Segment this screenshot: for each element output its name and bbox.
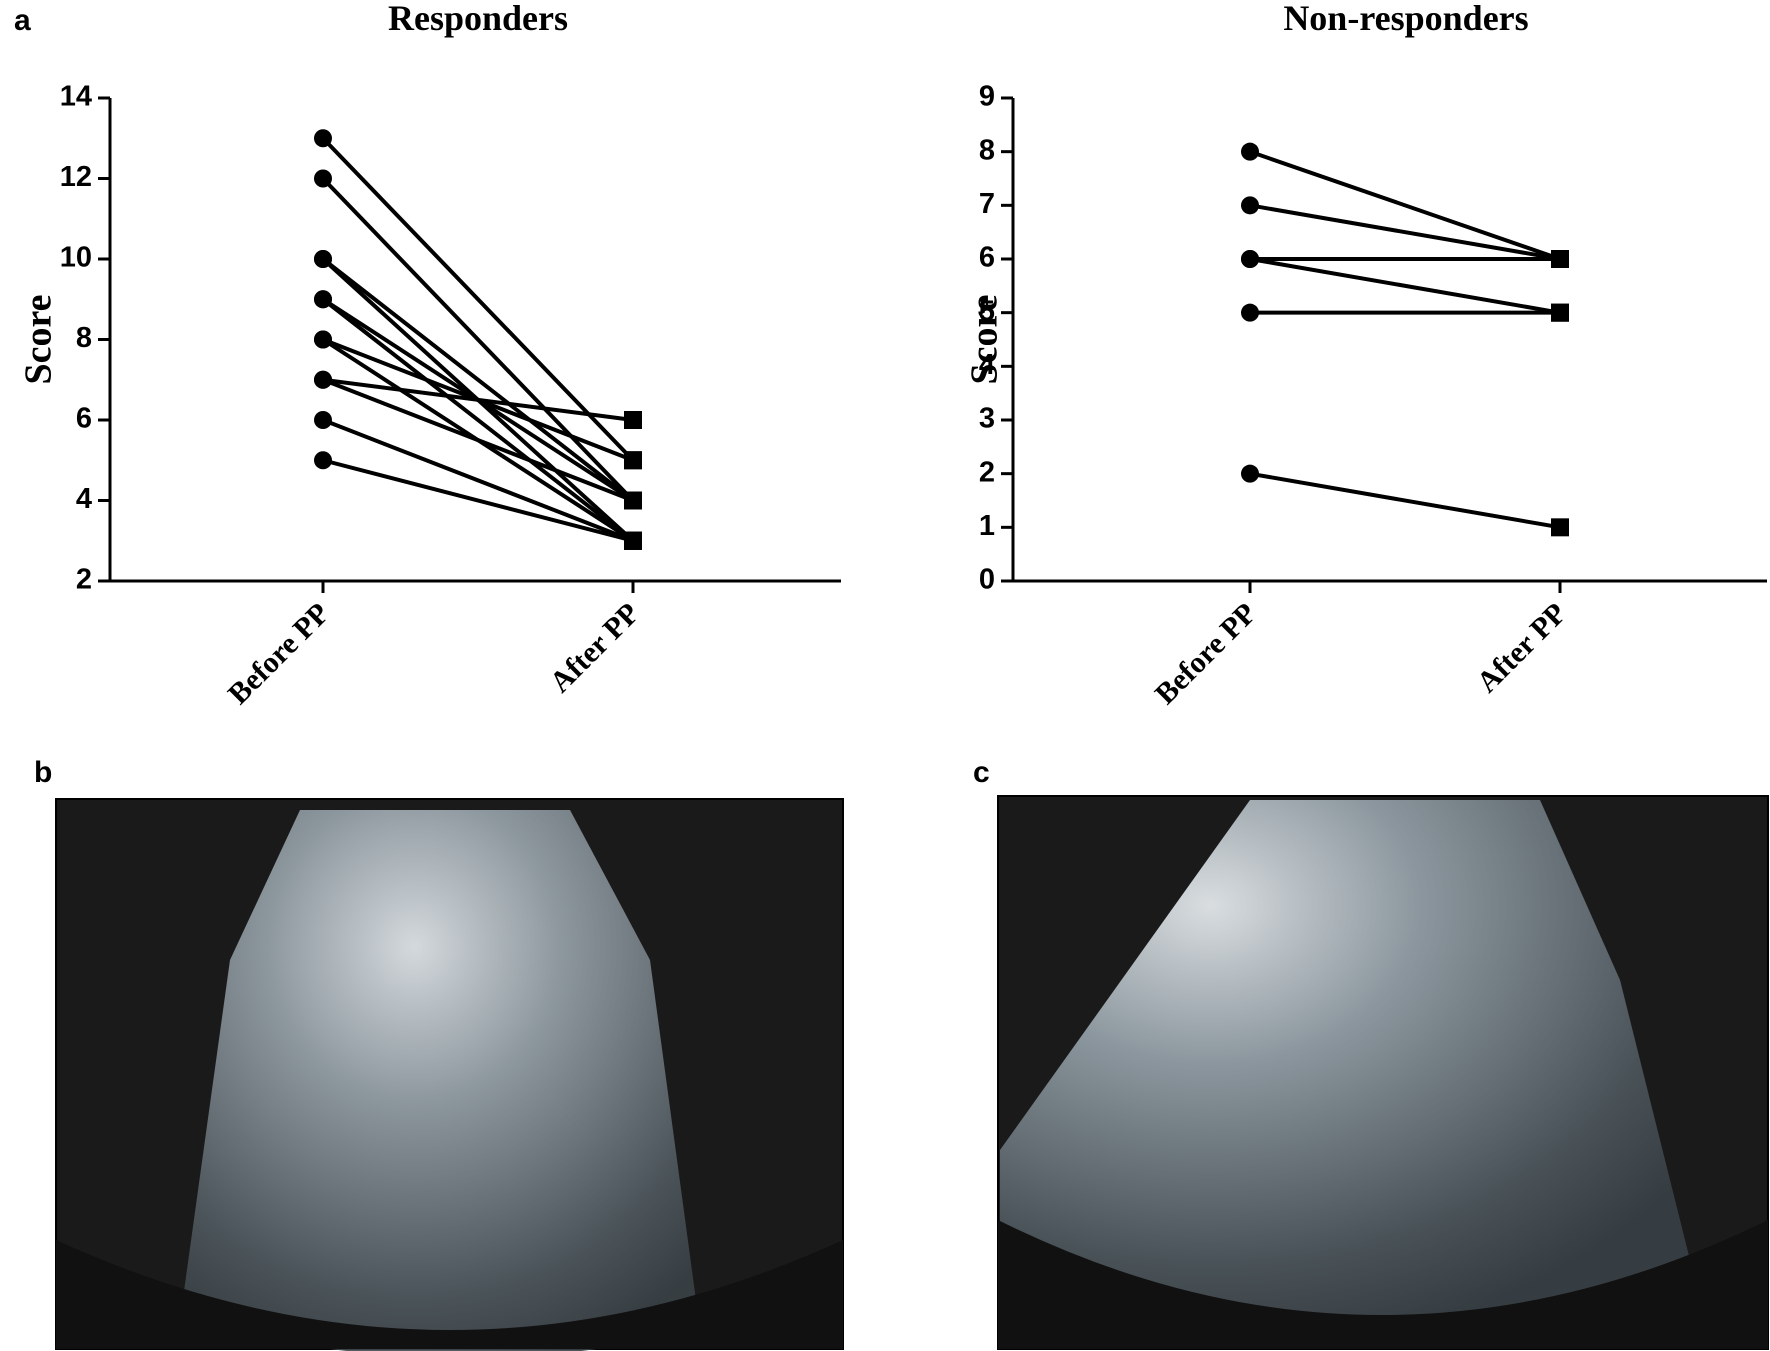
y-tick-label: 3 (979, 403, 995, 435)
ultrasound-image-c (997, 795, 1769, 1350)
point (624, 491, 642, 510)
point (624, 531, 642, 550)
y-tick-label: 8 (979, 134, 995, 166)
y-tick-label: 9 (979, 81, 995, 113)
y-tick-label: 7 (979, 188, 995, 220)
point (314, 290, 332, 309)
x-tick-label: After PP (1470, 597, 1572, 699)
pair-line (321, 297, 635, 543)
point (1241, 196, 1259, 215)
point (1551, 250, 1569, 268)
pair-line (321, 136, 635, 462)
point (314, 370, 332, 389)
y-tick-label: 1 (979, 510, 995, 542)
point (624, 451, 642, 470)
pair-line (322, 418, 634, 543)
chart-title: Non-responders (1283, 0, 1528, 38)
point (314, 129, 332, 148)
y-tick-label: 2 (979, 456, 995, 488)
y-tick-label: 6 (76, 403, 92, 435)
point (1241, 250, 1259, 268)
point (1241, 464, 1259, 483)
pair-line (321, 177, 635, 502)
point (1241, 303, 1259, 322)
panel-label: b (34, 756, 52, 789)
y-axis-label: Score (17, 294, 59, 384)
ultrasound-image-b (55, 798, 844, 1351)
pair-line (322, 377, 634, 503)
y-tick-label: 12 (60, 161, 92, 193)
pair-line (1249, 203, 1561, 261)
pair-line (1249, 149, 1561, 261)
point (314, 451, 332, 470)
y-tick-label: 0 (979, 564, 995, 596)
pair-line (1249, 471, 1561, 530)
point (1241, 142, 1259, 161)
y-tick-label: 2 (76, 564, 92, 596)
y-tick-label: 14 (60, 81, 92, 113)
point (314, 169, 332, 188)
y-tick-label: 4 (76, 483, 92, 515)
pair-line (322, 458, 634, 543)
point (314, 330, 332, 349)
panel-label: c (973, 756, 990, 789)
point (1551, 303, 1569, 322)
y-axis-label: Score (963, 294, 1005, 384)
y-tick-label: 10 (60, 242, 92, 274)
point (1551, 518, 1569, 537)
y-tick-label: 5 (979, 295, 995, 327)
point (314, 411, 332, 429)
y-tick-label: 4 (979, 349, 995, 381)
y-tick-label: 8 (76, 322, 92, 354)
pair-line (321, 257, 635, 503)
point (314, 250, 332, 268)
x-tick-label: Before PP (1149, 597, 1263, 711)
panel-label: a (14, 4, 31, 37)
y-tick-label: 6 (979, 242, 995, 274)
chart-title: Responders (388, 0, 568, 38)
point (624, 411, 642, 429)
x-tick-label: After PP (543, 597, 645, 699)
x-tick-label: Before PP (222, 597, 336, 711)
pair-line (1249, 257, 1561, 315)
pair-line (322, 377, 634, 422)
